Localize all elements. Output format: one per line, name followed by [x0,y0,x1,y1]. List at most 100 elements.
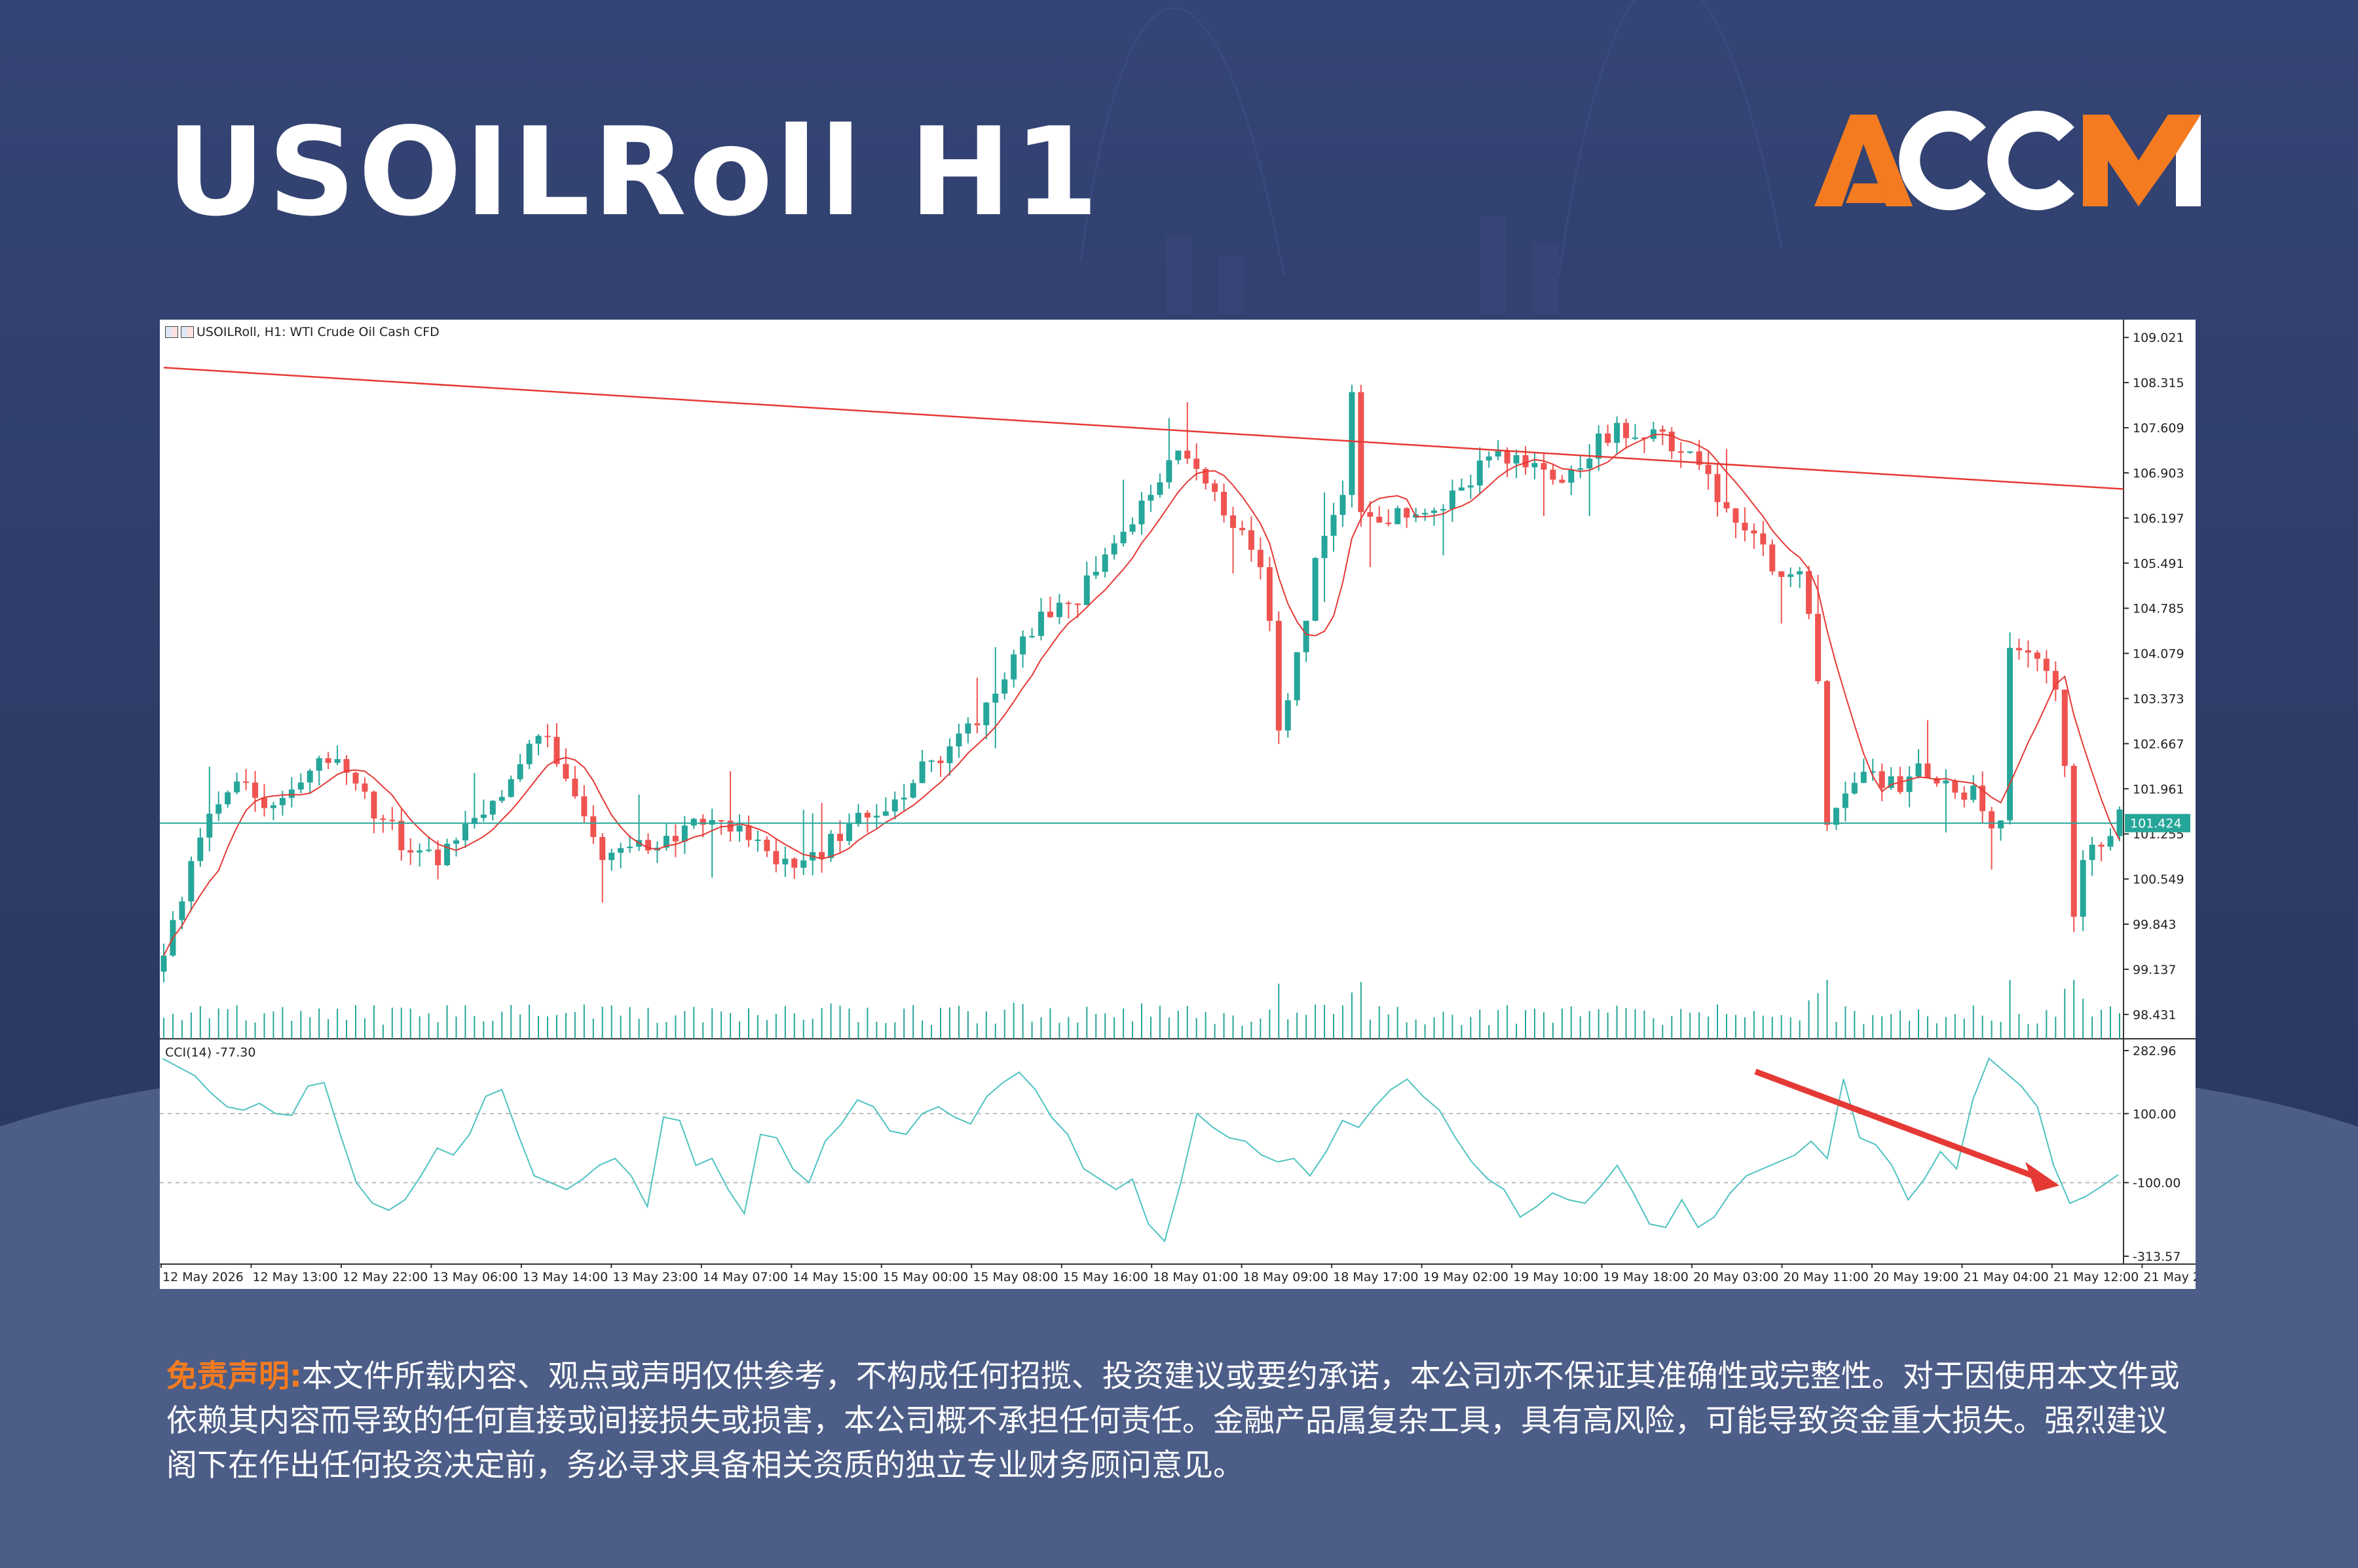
time-tick-label: 14 May 07:00 [703,1270,788,1284]
time-tick-label: 13 May 14:00 [523,1270,608,1284]
candle-body [1376,517,1383,523]
candle-body [1668,432,1675,452]
sma-line [163,434,2120,956]
resistance-trendline [163,366,2124,490]
candle-body [197,837,204,861]
accm-logo [1814,111,2201,210]
candle-body [498,796,505,801]
candle-body [928,760,935,762]
candle-body [919,761,926,783]
candle-body [1751,530,1757,534]
candle-body [1166,460,1172,483]
candle-body [1550,470,1556,480]
candle-body [1193,458,1200,469]
candle-body [288,789,295,798]
time-tick-label: 15 May 16:00 [1063,1270,1148,1284]
candle-body [2107,836,2114,847]
candle-body [590,816,597,837]
candle-body [1705,464,1712,474]
candle-body [1148,495,1154,501]
candle-body [1513,455,1520,464]
candle-body [1989,811,1995,829]
candle-body [1924,763,1931,778]
time-tick-label: 18 May 17:00 [1333,1270,1418,1284]
candle-body [819,851,825,859]
candle-body [864,812,870,818]
candle-body [1074,603,1081,605]
candle-body [352,772,359,784]
time-tick-label: 12 May 13:00 [252,1270,337,1284]
price-tick-label: 109.021 [2133,331,2184,345]
candle-body [417,850,423,853]
candle-body [444,844,451,865]
candle-body [426,849,432,851]
candle-body [1495,451,1501,457]
candle-body [1239,527,1245,531]
candle-body [1623,422,1630,438]
candle-body [608,852,615,861]
candle-body [297,782,304,790]
time-tick-label: 19 May 10:00 [1513,1270,1598,1284]
candle-body [453,840,460,844]
candle-body [764,839,770,851]
candle-body [179,901,185,920]
candle-body [2043,658,2049,671]
candle-body [1422,513,1429,515]
candle-body [1129,524,1136,532]
cci-line [162,1057,2119,1243]
candle-body [1001,679,1008,694]
candle-body [855,812,861,825]
candle-body [1998,820,2004,829]
time-tick-label: 15 May 08:00 [973,1270,1058,1284]
candle-body [343,759,350,773]
candle-body [1011,654,1017,680]
candle-body [1915,763,1922,777]
candle-body [1797,571,1803,574]
candle-body [1842,793,1848,808]
candle-body [1394,508,1401,525]
chart-properties-icon[interactable] [181,326,194,338]
candle-body [2061,689,2068,766]
candle-body [1687,451,1693,453]
candle-body [1111,543,1117,555]
candle-body [1522,455,1529,468]
candle-body [1677,451,1684,453]
candle-body [2007,648,2013,821]
time-tick-label: 14 May 15:00 [793,1270,878,1284]
candle-body [535,736,542,744]
price-tick-label: 101.961 [2133,782,2184,796]
candle-body [681,825,688,842]
current-price-label: 101.424 [2130,817,2182,831]
price-tick-label: 106.197 [2133,512,2184,526]
time-tick-label: 18 May 09:00 [1243,1270,1328,1284]
candle-body [663,836,669,848]
trend-arrow [1754,1068,2046,1184]
price-tick-label: 105.491 [2133,557,2184,571]
candle-body [160,955,167,972]
candle-body [334,759,341,763]
candle-body [462,824,468,841]
candle-body [270,805,276,808]
candle-body [1294,652,1300,701]
candle-body [206,813,213,838]
candle-body [2089,844,2095,861]
candle-body [1806,571,1812,614]
candle-body [1120,531,1127,544]
candle-body [627,846,633,848]
candle-body [471,817,477,825]
chart-menu-icon[interactable] [165,326,178,338]
candle-body [645,840,652,851]
candle-body [974,723,981,726]
time-tick-label: 20 May 11:00 [1784,1270,1869,1284]
cci-tick-label: 100.00 [2133,1107,2176,1121]
candle-body [1312,558,1319,621]
candle-body [1696,451,1702,465]
candle-body [1531,462,1538,468]
candle-body [1568,470,1575,483]
candle-body [1248,530,1254,550]
candle-body [2080,860,2086,917]
candle-body [252,782,259,798]
price-chart[interactable]: 109.021 108.315 107.609 106.903 106.197 105.4… [160,320,2196,1289]
candle-body [572,778,578,796]
candle-body [307,770,313,783]
